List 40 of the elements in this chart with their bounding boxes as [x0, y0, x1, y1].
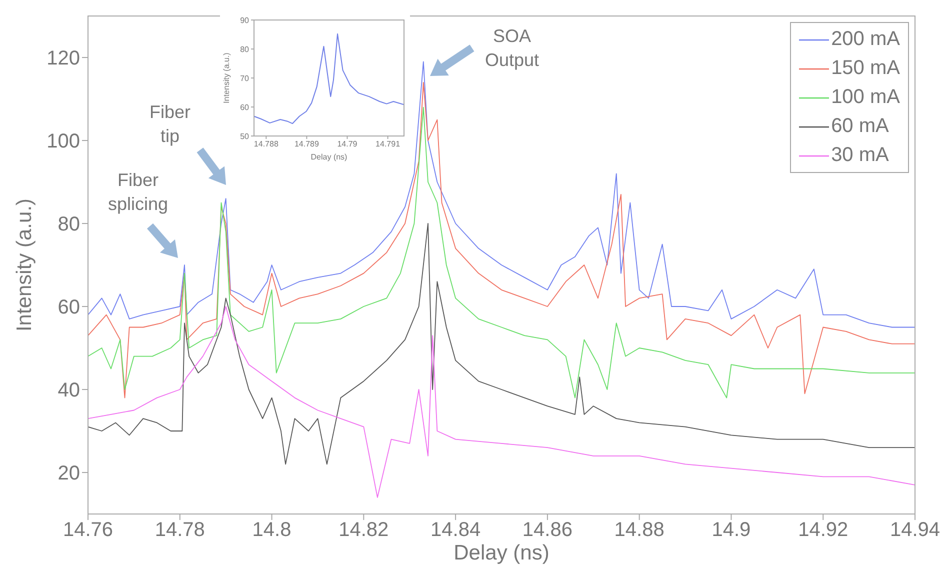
x-axis-title: Delay (ns) [310, 152, 348, 162]
y-axis-title: Intensity (a.u.) [222, 52, 232, 104]
x-tick-label: 14.791 [376, 140, 401, 149]
x-tick-label: 14.789 [294, 140, 320, 149]
y-tick-label: 60 [240, 102, 250, 112]
y-tick-label: 50 [240, 132, 250, 141]
y-tick-label: 20 [58, 462, 80, 485]
x-tick-label: 14.788 [254, 140, 279, 149]
y-tick-label: 120 [46, 48, 80, 70]
y-axis-title: Intensity (a.u.) [12, 198, 36, 332]
line-series [254, 33, 404, 124]
y-tick-label: 90 [240, 16, 250, 25]
annotation: Fiber tip [149, 102, 191, 146]
x-tick-label: 14.92 [798, 519, 848, 542]
legend-label: 100 mA [831, 85, 900, 110]
x-tick-label: 14.78 [154, 519, 205, 542]
x-tick-label: 14.88 [614, 519, 664, 542]
legend-label: 200 mA [831, 27, 900, 52]
legend-label: 60 mA [831, 114, 889, 139]
y-tick-label: 60 [58, 296, 80, 319]
x-axis-title: Delay (ns) [454, 542, 550, 565]
x-tick-label: 14.8 [252, 519, 292, 542]
x-tick-label: 14.84 [430, 519, 481, 542]
y-tick-label: 80 [240, 44, 250, 54]
x-tick-label: 14.76 [62, 519, 114, 542]
x-tick-label: 14.94 [890, 519, 940, 542]
y-tick-label: 100 [46, 130, 80, 153]
y-tick-label: 70 [240, 74, 250, 83]
x-tick-label: 14.9 [712, 519, 751, 542]
x-tick-label: 14.82 [338, 519, 389, 542]
line-series [88, 306, 915, 498]
x-tick-label: 14.79 [337, 140, 358, 149]
y-tick-label: 40 [58, 380, 80, 402]
annotation: Fiber splicing [108, 170, 168, 214]
x-tick-label: 14.86 [522, 519, 572, 542]
y-tick-label: 80 [58, 214, 80, 236]
annotation: SOA Output [484, 26, 540, 70]
line-series [88, 223, 915, 465]
legend-label: 30 mA [831, 143, 889, 168]
legend-label: 150 mA [831, 56, 900, 81]
